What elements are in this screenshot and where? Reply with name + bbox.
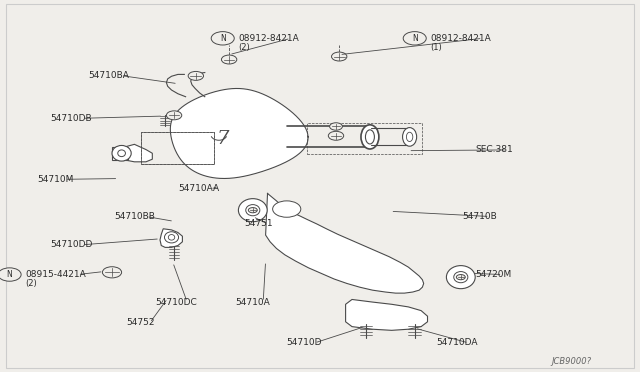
Text: N: N: [7, 270, 12, 279]
Circle shape: [330, 123, 342, 130]
Polygon shape: [170, 89, 308, 179]
Circle shape: [248, 208, 257, 213]
Text: 54752: 54752: [127, 318, 156, 327]
Ellipse shape: [164, 232, 179, 243]
Text: 54710DA: 54710DA: [436, 339, 478, 347]
Ellipse shape: [246, 205, 260, 216]
Polygon shape: [266, 193, 424, 293]
Ellipse shape: [454, 272, 468, 283]
Text: N: N: [412, 34, 417, 43]
Ellipse shape: [447, 266, 475, 289]
Text: 54710DD: 54710DD: [50, 240, 92, 249]
Circle shape: [221, 55, 237, 64]
Ellipse shape: [239, 199, 268, 222]
Text: N: N: [220, 34, 225, 43]
Text: 08912-8421A: 08912-8421A: [431, 34, 492, 43]
Ellipse shape: [403, 128, 417, 146]
Polygon shape: [160, 229, 182, 247]
Text: 54710DB: 54710DB: [50, 114, 92, 123]
Text: 54710BA: 54710BA: [88, 71, 129, 80]
Circle shape: [166, 111, 182, 120]
Circle shape: [456, 275, 465, 280]
Polygon shape: [112, 147, 128, 160]
Circle shape: [273, 201, 301, 217]
Text: (2): (2): [239, 43, 250, 52]
Circle shape: [115, 150, 125, 156]
Text: 54751: 54751: [244, 219, 273, 228]
Ellipse shape: [118, 150, 125, 157]
Text: (1): (1): [431, 43, 442, 52]
Text: 7: 7: [216, 130, 229, 148]
Text: 08915-4421A: 08915-4421A: [26, 270, 86, 279]
Text: 54710AA: 54710AA: [178, 185, 219, 193]
Text: (2): (2): [26, 279, 37, 288]
Circle shape: [188, 71, 204, 80]
Text: 54710B: 54710B: [462, 212, 497, 221]
Ellipse shape: [361, 125, 379, 149]
Circle shape: [102, 267, 122, 278]
Ellipse shape: [112, 145, 131, 161]
Text: 54710BB: 54710BB: [114, 212, 155, 221]
Circle shape: [211, 32, 234, 45]
Text: 54710A: 54710A: [236, 298, 270, 307]
Circle shape: [332, 52, 347, 61]
Text: 54720M: 54720M: [475, 270, 511, 279]
Polygon shape: [120, 144, 152, 162]
Circle shape: [328, 131, 344, 140]
Text: 08912-8421A: 08912-8421A: [239, 34, 300, 43]
Circle shape: [0, 268, 21, 281]
Text: JCB9000?: JCB9000?: [552, 357, 592, 366]
Circle shape: [403, 32, 426, 45]
Ellipse shape: [365, 130, 374, 144]
Text: 54710D: 54710D: [287, 339, 322, 347]
Text: 54710DC: 54710DC: [155, 298, 196, 307]
Polygon shape: [346, 299, 428, 330]
Text: 54710M: 54710M: [37, 175, 74, 184]
Text: SEC.381: SEC.381: [475, 145, 513, 154]
